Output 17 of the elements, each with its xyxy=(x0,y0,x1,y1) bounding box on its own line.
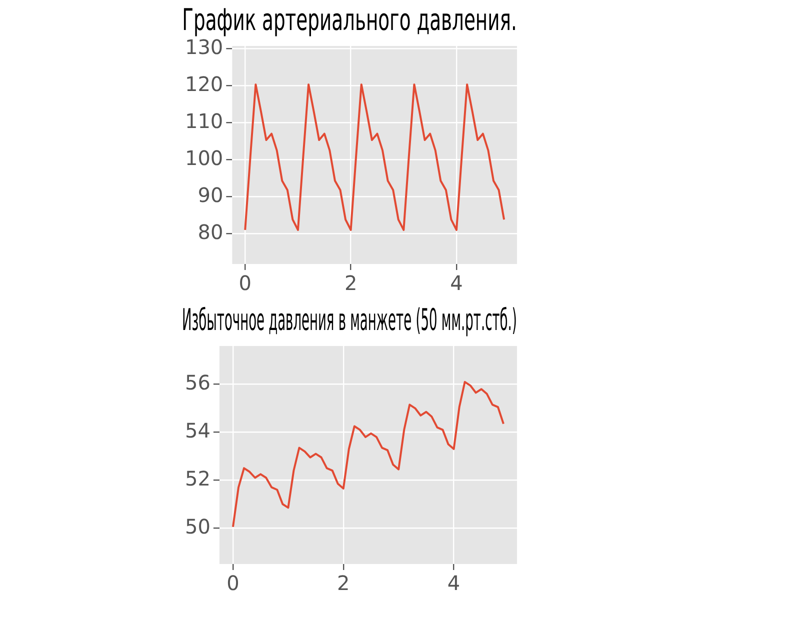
y-tick-label: 52 xyxy=(184,466,210,490)
y-tick-label: 100 xyxy=(184,146,224,170)
y-tick-label: 50 xyxy=(184,514,210,538)
y-tick-label: 80 xyxy=(198,220,224,244)
x-tick-label: 4 xyxy=(447,571,460,596)
x-tick-label: 2 xyxy=(337,571,350,596)
chart-title: Избыточное давления в манжете (50 мм.рт.стб.) xyxy=(182,304,517,338)
x-tick-label: 0 xyxy=(226,571,240,596)
y-tick-label: 110 xyxy=(184,108,224,133)
x-tick-label: 4 xyxy=(450,271,463,296)
x-tick-label: 2 xyxy=(344,271,358,296)
y-tick-label: 56 xyxy=(184,370,210,395)
y-tick-label: 54 xyxy=(184,418,210,442)
x-tick-label: 0 xyxy=(238,271,252,296)
y-tick-label: 120 xyxy=(184,72,224,96)
y-tick-label: 90 xyxy=(198,182,224,207)
chart-title: График артериального давления. xyxy=(182,2,517,37)
